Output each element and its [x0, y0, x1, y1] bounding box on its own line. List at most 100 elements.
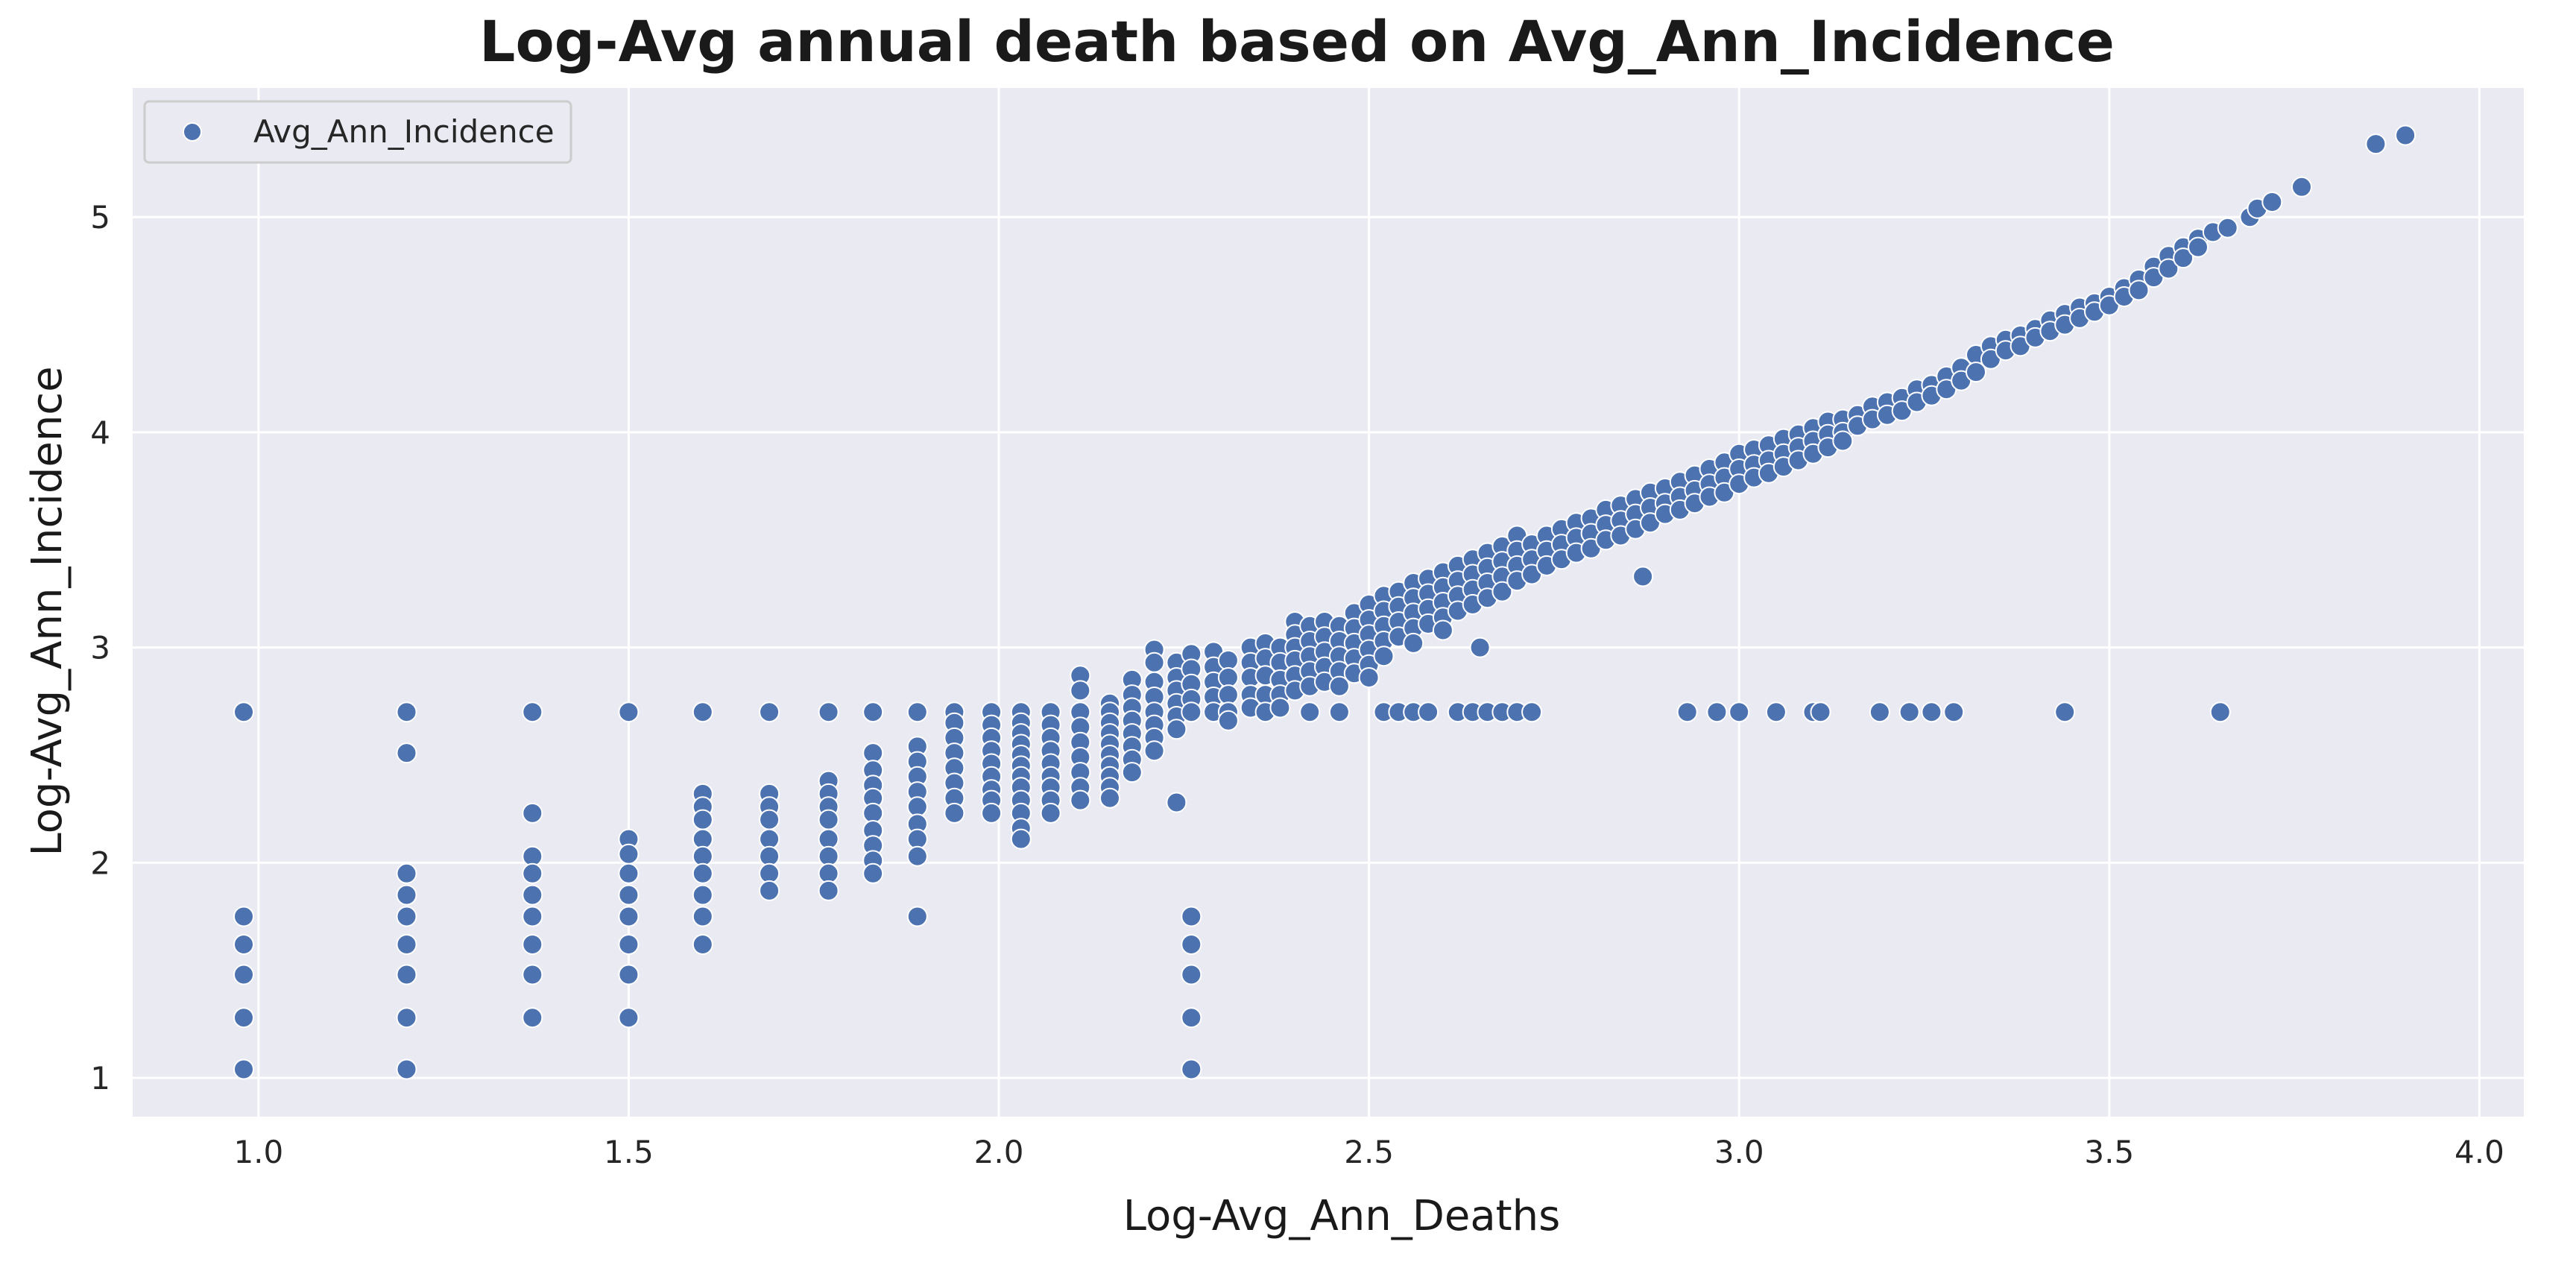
data-point [981, 802, 1003, 824]
x-tick-label: 2.5 [1344, 1134, 1394, 1170]
data-point [522, 1007, 543, 1029]
data-point [1418, 701, 1439, 723]
data-point [1521, 701, 1543, 723]
data-point [906, 906, 928, 927]
data-point [818, 845, 839, 867]
y-tick-label: 4 [90, 414, 110, 451]
data-point [1632, 566, 1654, 587]
data-point [1966, 362, 1986, 383]
data-point [1269, 697, 1291, 719]
data-point [1166, 792, 1187, 813]
data-point [2217, 217, 2238, 239]
data-point [1166, 719, 1187, 740]
data-point [1143, 651, 1165, 673]
data-point [1099, 787, 1120, 809]
legend-marker [183, 122, 202, 142]
data-point [396, 884, 417, 906]
data-point [692, 701, 713, 723]
data-point [1217, 710, 1239, 731]
data-point [1832, 430, 1854, 452]
data-point [2054, 701, 2076, 723]
data-point [759, 845, 780, 867]
data-point [522, 845, 543, 867]
data-point [818, 880, 839, 901]
grid-lines [133, 88, 2524, 1117]
data-point [906, 845, 928, 867]
data-point [692, 845, 713, 867]
data-point [1328, 701, 1350, 723]
data-point [1943, 701, 1965, 723]
data-point [1358, 667, 1380, 688]
data-point [618, 843, 640, 865]
data-point [2188, 236, 2209, 258]
data-point [618, 906, 640, 927]
data-point [759, 880, 780, 901]
data-point [618, 934, 640, 955]
data-point [618, 1007, 640, 1029]
data-point [1869, 701, 1890, 723]
data-point [1181, 906, 1202, 927]
data-point [396, 964, 417, 985]
data-point [1921, 701, 1942, 723]
data-point [692, 884, 713, 906]
data-point [2158, 258, 2179, 280]
data-point [2173, 247, 2194, 269]
data-point [233, 1007, 254, 1029]
data-point [522, 802, 543, 824]
data-point [1706, 701, 1728, 723]
x-axis-ticks: 1.0 1.5 2.0 2.5 3.0 3.5 4.0 [233, 1134, 2504, 1170]
y-tick-label: 5 [90, 199, 110, 236]
chart-title: Log-Avg annual death based on Avg_Ann_In… [479, 8, 2115, 75]
x-tick-label: 1.5 [604, 1134, 654, 1170]
data-point [1810, 701, 1831, 723]
data-point [522, 906, 543, 927]
data-point [396, 1058, 417, 1080]
data-point [2395, 124, 2416, 146]
legend-box [143, 100, 572, 164]
data-point [1765, 701, 1787, 723]
data-point [1469, 637, 1491, 658]
data-point [1143, 740, 1165, 762]
data-point [1898, 701, 1920, 723]
legend: Avg_Ann_Incidence [143, 100, 572, 164]
x-tick-label: 1.0 [233, 1134, 283, 1170]
plot-area [133, 88, 2524, 1117]
data-point [1403, 632, 1424, 654]
data-point [396, 934, 417, 955]
data-point [233, 964, 254, 985]
data-point [233, 906, 254, 927]
data-point [522, 884, 543, 906]
data-point [1070, 680, 1091, 701]
data-point [233, 1058, 254, 1080]
data-point [522, 701, 543, 723]
data-point [1181, 1007, 1202, 1029]
data-point [1181, 701, 1202, 723]
data-point [396, 862, 417, 884]
data-point [2209, 701, 2231, 723]
data-point [818, 701, 839, 723]
data-point [618, 862, 640, 884]
data-point [1181, 964, 1202, 985]
data-point [692, 862, 713, 884]
data-point [2291, 176, 2312, 198]
data-point [618, 964, 640, 985]
x-tick-label: 2.0 [974, 1134, 1024, 1170]
data-point [2128, 280, 2150, 301]
data-point [944, 802, 965, 824]
x-tick-label: 4.0 [2455, 1134, 2504, 1170]
data-point [692, 934, 713, 955]
data-point [1373, 646, 1395, 667]
data-point [522, 934, 543, 955]
data-point [1491, 581, 1513, 602]
y-tick-label: 1 [90, 1060, 110, 1097]
y-tick-label: 3 [90, 630, 110, 666]
data-point [862, 701, 884, 723]
data-point [1181, 1058, 1202, 1080]
data-point [396, 701, 417, 723]
data-point [1010, 828, 1032, 850]
x-axis-label: Log-Avg_Ann_Deaths [1123, 1192, 1561, 1240]
data-point [233, 934, 254, 955]
y-axis-label: Log-Avg_Ann_Incidence [23, 366, 72, 856]
data-point [1676, 701, 1698, 723]
